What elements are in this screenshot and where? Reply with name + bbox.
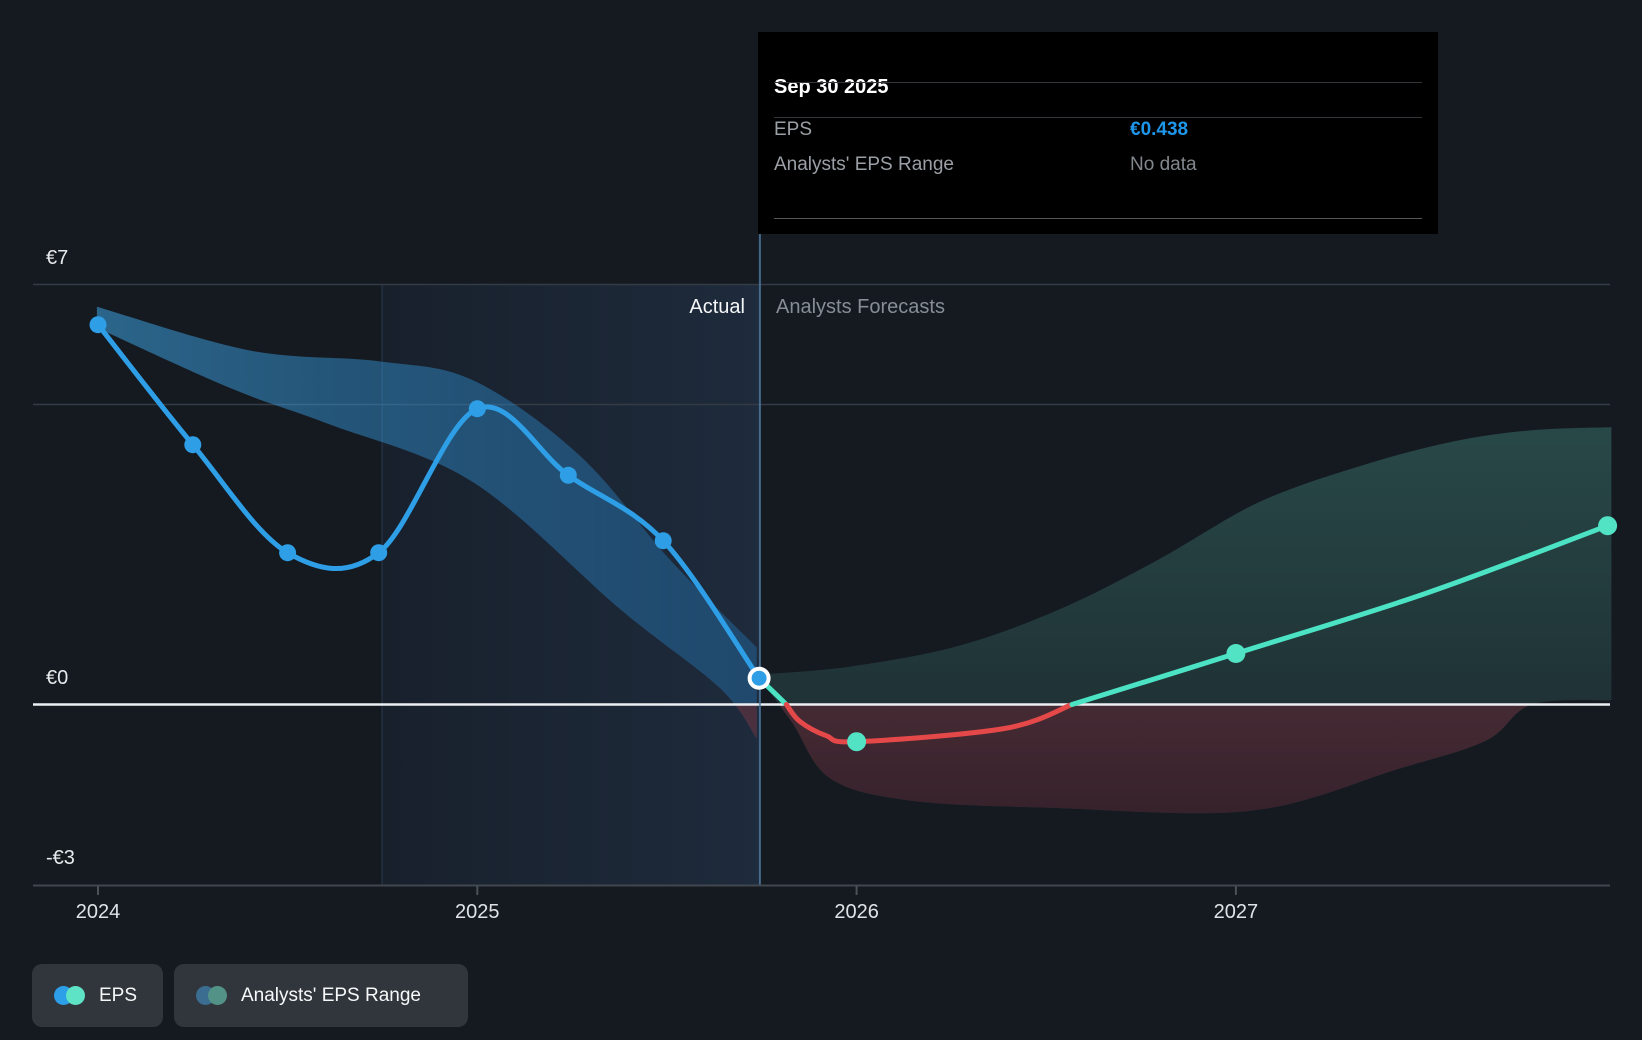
tooltip-date: Sep 30 2025 — [774, 76, 889, 98]
hover-tooltip: Sep 30 2025 EPS €0.438 Analysts' EPS Ran… — [758, 32, 1438, 234]
actual-data-point — [370, 544, 388, 562]
x-axis-label-2027: 2027 — [1213, 901, 1259, 923]
tooltip-divider — [774, 82, 1422, 83]
tooltip-eps-label: EPS — [774, 119, 813, 140]
legend-chip-analysts-eps-range[interactable]: Analysts' EPS Range — [174, 964, 468, 1027]
tooltip-eps-value: €0.438 — [1130, 119, 1189, 140]
forecast-data-point — [1598, 516, 1618, 536]
x-axis-label-2025: 2025 — [455, 901, 500, 923]
y-axis-label-0: €0 — [46, 667, 69, 689]
forecast-data-point — [1226, 644, 1246, 663]
actual-data-point — [468, 400, 486, 418]
actual-data-point — [559, 466, 577, 484]
actual-analysts-range-band — [96, 306, 757, 739]
eps-legend-dots-icon — [54, 986, 85, 1005]
current-point — [751, 670, 767, 686]
tooltip-range-value: No data — [1130, 154, 1197, 175]
forecast-phase-label: Analysts Forecasts — [776, 296, 945, 318]
eps-actual-line — [95, 322, 762, 681]
x-axis-label-2024: 2024 — [75, 901, 121, 923]
y-axis-label-7: €7 — [46, 247, 69, 269]
forecast-range-below-zero — [759, 705, 1610, 814]
legend-chip-eps[interactable]: EPS — [32, 964, 163, 1027]
tooltip-divider — [774, 218, 1422, 219]
actual-data-point — [279, 544, 297, 562]
actual-data-point — [654, 532, 672, 550]
eps-forecast-line — [1069, 523, 1611, 707]
range-legend-dots-icon — [196, 986, 227, 1005]
forecast-data-point — [847, 732, 867, 752]
actual-phase-label: Actual — [689, 296, 745, 318]
legend-range-label: Analysts' EPS Range — [241, 984, 421, 1006]
actual-data-point — [184, 436, 202, 454]
tooltip-range-label: Analysts' EPS Range — [774, 154, 954, 175]
actual-data-point — [89, 316, 107, 334]
tooltip-divider — [774, 117, 1422, 118]
x-axis-label-2026: 2026 — [834, 901, 879, 923]
legend-eps-label: EPS — [99, 984, 138, 1006]
y-axis-label-neg3: -€3 — [46, 847, 75, 869]
